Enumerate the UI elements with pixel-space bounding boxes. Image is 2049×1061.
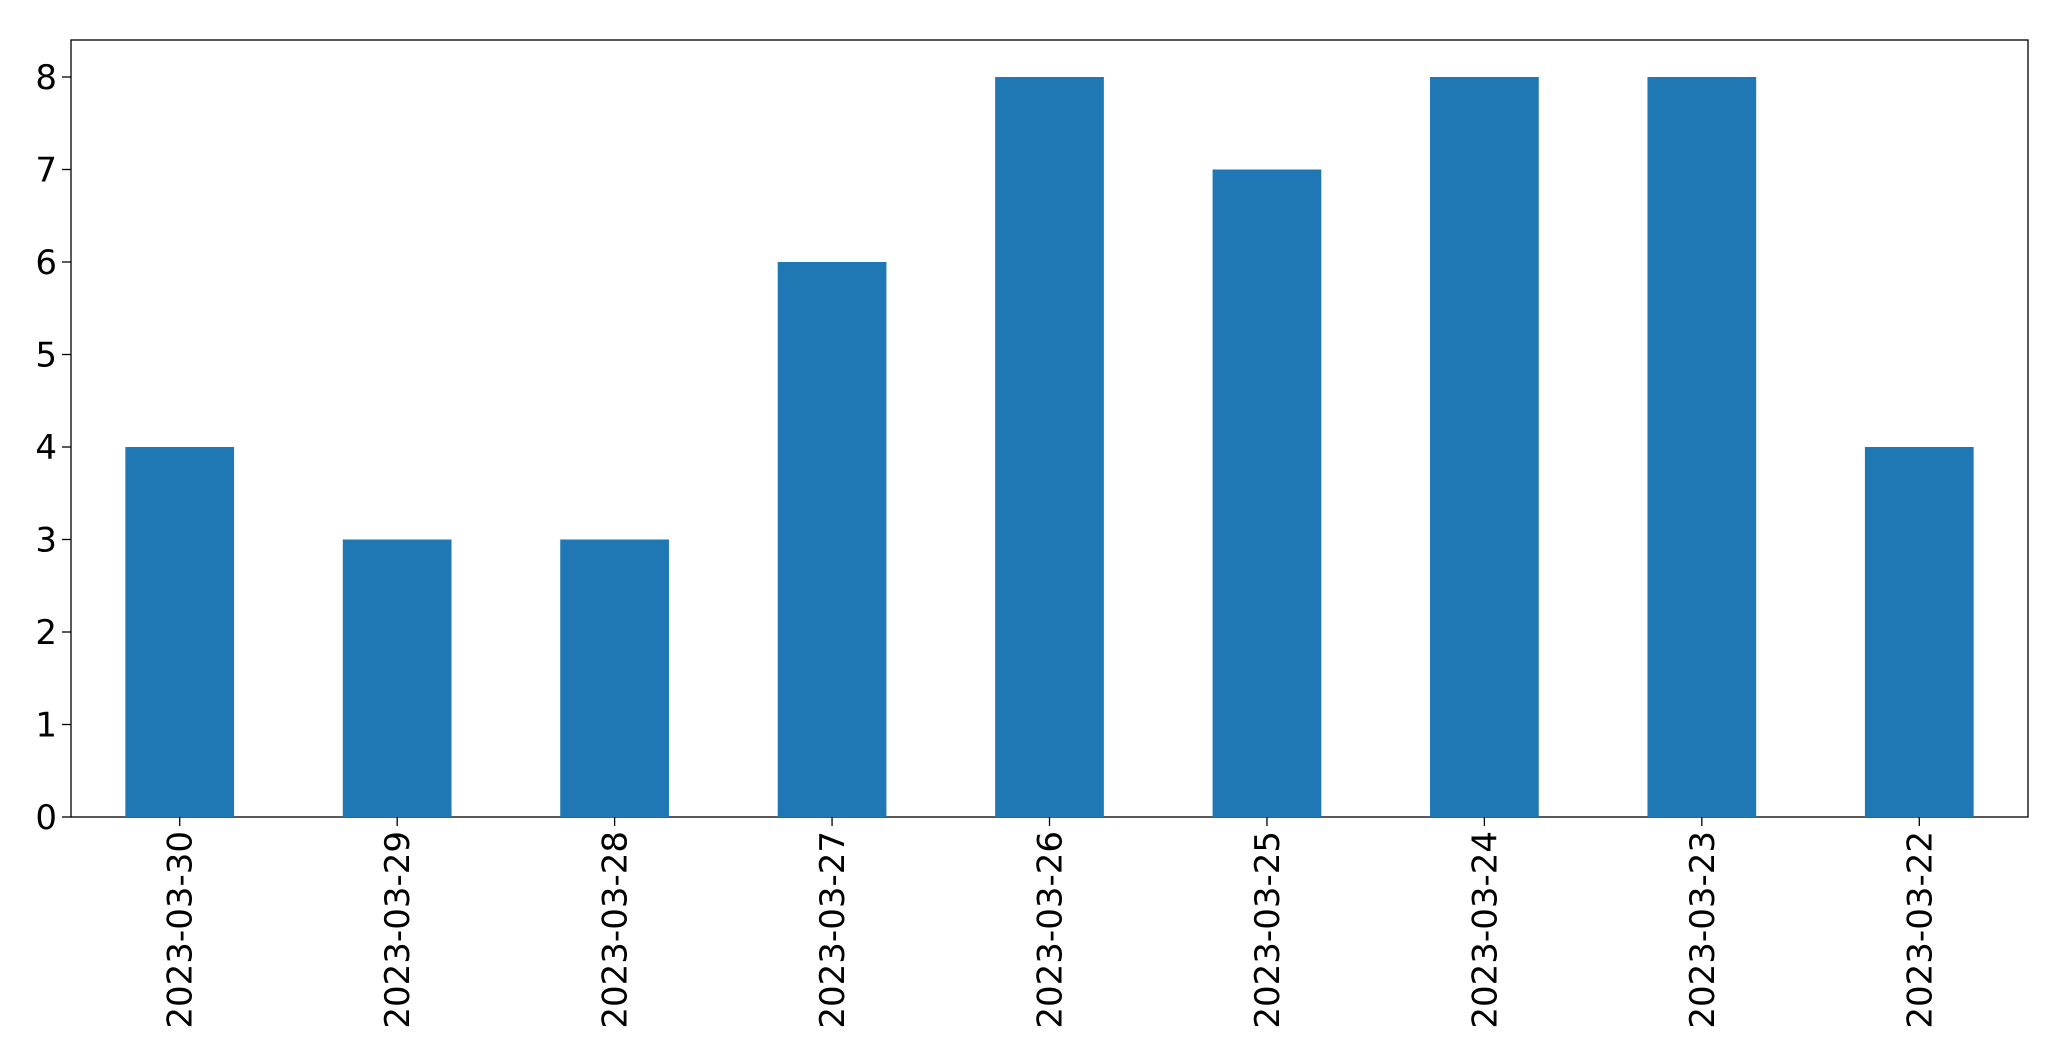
x-tick-label: 2023-03-27 xyxy=(813,831,853,1029)
y-tick-label: 0 xyxy=(35,798,57,838)
x-tick-label: 2023-03-25 xyxy=(1248,831,1288,1029)
bar xyxy=(1212,169,1322,817)
y-tick-label: 1 xyxy=(35,706,57,746)
x-tick-label: 2023-03-22 xyxy=(1900,831,1940,1029)
x-tick-label: 2023-03-28 xyxy=(596,831,636,1029)
y-tick-label: 7 xyxy=(35,151,57,191)
x-tick-label: 2023-03-26 xyxy=(1031,831,1071,1029)
bar xyxy=(777,262,887,817)
bar xyxy=(125,447,235,817)
bar xyxy=(560,539,669,817)
bar xyxy=(1864,447,1974,817)
bar xyxy=(1430,77,1539,817)
bar xyxy=(995,77,1104,817)
x-tick-label: 2023-03-23 xyxy=(1683,831,1723,1029)
x-tick-label: 2023-03-24 xyxy=(1465,831,1505,1029)
y-tick-label: 5 xyxy=(35,336,57,376)
x-tick-label: 2023-03-30 xyxy=(161,831,201,1029)
y-tick-label: 2 xyxy=(35,613,57,653)
y-tick-label: 4 xyxy=(35,428,57,468)
bar xyxy=(1647,77,1757,817)
y-tick-label: 6 xyxy=(35,243,57,283)
y-tick-label: 3 xyxy=(35,521,57,561)
bar xyxy=(342,539,452,817)
y-tick-label: 8 xyxy=(35,58,57,98)
x-tick-label: 2023-03-29 xyxy=(378,831,418,1029)
